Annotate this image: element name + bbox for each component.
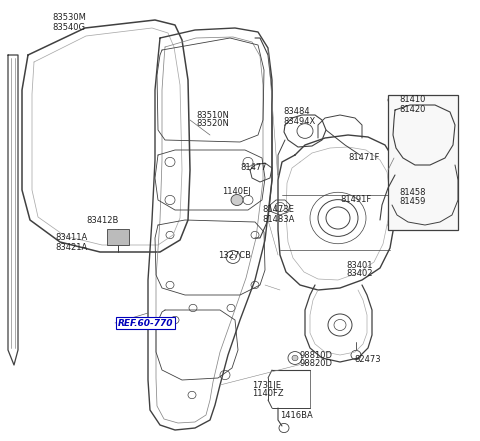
Text: 81459: 81459	[399, 197, 425, 206]
Text: 83530M: 83530M	[52, 14, 86, 22]
Text: 82473: 82473	[354, 355, 381, 363]
Bar	[107, 229, 129, 245]
Text: 83494X: 83494X	[283, 116, 315, 126]
Text: 1416BA: 1416BA	[280, 411, 313, 419]
Text: 83401: 83401	[346, 261, 372, 269]
Text: 81458: 81458	[399, 187, 425, 197]
Text: 98810D: 98810D	[300, 351, 333, 359]
Text: 81471F: 81471F	[348, 153, 379, 162]
Text: 81477: 81477	[240, 164, 266, 172]
Text: 81483A: 81483A	[262, 214, 294, 224]
Text: 83412B: 83412B	[86, 216, 119, 224]
Text: REF.60-770: REF.60-770	[118, 318, 173, 328]
Text: 98820D: 98820D	[300, 359, 333, 369]
Text: 83402: 83402	[346, 269, 372, 279]
Text: 81420: 81420	[399, 105, 425, 113]
Text: 81473E: 81473E	[262, 206, 294, 214]
Text: 1731JE: 1731JE	[252, 381, 281, 389]
Text: 83510N: 83510N	[196, 111, 229, 120]
Text: 83484: 83484	[283, 108, 310, 116]
Text: 83411A: 83411A	[55, 233, 87, 243]
Text: 81491F: 81491F	[340, 194, 371, 203]
Text: 83421A: 83421A	[55, 243, 87, 251]
Text: 83540G: 83540G	[52, 22, 85, 31]
Text: 1140EJ: 1140EJ	[222, 187, 251, 195]
Text: 81410: 81410	[399, 96, 425, 105]
Text: 1140FZ: 1140FZ	[252, 389, 284, 399]
Circle shape	[292, 355, 298, 361]
Circle shape	[231, 194, 243, 206]
Text: 1327CB: 1327CB	[218, 250, 251, 259]
Bar	[388, 95, 458, 230]
Text: 83520N: 83520N	[196, 120, 229, 128]
